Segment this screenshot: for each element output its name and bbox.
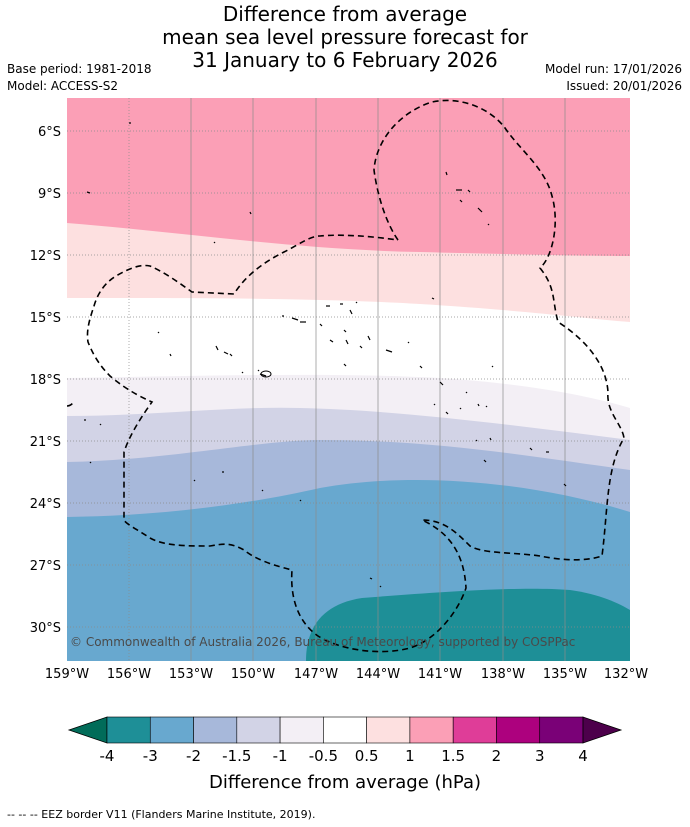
lat-label: 15°S — [30, 311, 61, 326]
island-ring — [260, 370, 272, 378]
colorbar-tick: 1 — [405, 747, 415, 765]
colorbar-label: Difference from average (hPa) — [209, 772, 481, 793]
colorbar-cell — [323, 716, 367, 744]
band-minus-3-to-minus-4 — [306, 588, 630, 661]
colorbar-tick: 2 — [492, 747, 502, 765]
lon-label: 147°W — [294, 667, 338, 682]
colorbar-cell — [452, 716, 497, 744]
model-name: Model: ACCESS-S2 — [7, 79, 119, 93]
lat-label: 18°S — [30, 373, 61, 388]
lon-label: 144°W — [356, 667, 400, 682]
lon-label: 132°W — [604, 667, 648, 682]
lon-label: 159°W — [45, 667, 89, 682]
title-line-3: 31 January to 6 February 2026 — [192, 48, 498, 72]
colorbar-cell — [496, 716, 541, 744]
eez-border — [67, 99, 625, 653]
lat-label: 21°S — [30, 435, 61, 450]
anomaly-field: © Commonwealth of Australia 2026, Bureau… — [67, 98, 630, 661]
lon-label: 153°W — [169, 667, 213, 682]
graticule — [67, 98, 630, 661]
colorbar-tick: -0.5 — [309, 747, 338, 765]
lat-label: 9°S — [38, 187, 61, 202]
colorbar: -4 -3 -2 -1.5 -1 -0.5 0.5 1 1.5 2 3 4 Difference fr… — [67, 716, 623, 793]
issued-date: Issued: 20/01/2026 — [566, 79, 682, 93]
colorbar-cell — [193, 716, 238, 744]
colorbar-extend-high — [582, 716, 623, 744]
colorbar-cell — [106, 716, 151, 744]
eez-pitcairn — [67, 401, 75, 407]
colorbar-tick: 1.5 — [441, 747, 465, 765]
colorbar-cell — [236, 716, 281, 744]
lon-label: 135°W — [543, 667, 587, 682]
lat-label: 6°S — [38, 125, 61, 140]
model-run: Model run: 17/01/2026 — [544, 62, 682, 76]
lon-label: 150°W — [231, 667, 275, 682]
colorbar-cell — [539, 716, 584, 744]
colorbar-cell — [279, 716, 324, 744]
colorbar-cell — [366, 716, 411, 744]
lat-label: 12°S — [30, 249, 61, 264]
colorbar-tick: 0.5 — [355, 747, 379, 765]
lat-label: 24°S — [30, 497, 61, 512]
eez-marquesas — [86, 99, 625, 653]
colorbar-tick: -4 — [100, 747, 115, 765]
base-period: Base period: 1981-2018 — [7, 62, 152, 76]
map-credit: © Commonwealth of Australia 2026, Bureau… — [70, 635, 575, 649]
colorbar-tick: 4 — [578, 747, 588, 765]
lat-label: 27°S — [30, 559, 61, 574]
colorbar-tick: -1.5 — [222, 747, 251, 765]
colorbar-extend-low — [67, 716, 108, 744]
lon-label: 156°W — [107, 667, 151, 682]
lon-label: 141°W — [418, 667, 462, 682]
colorbar-tick: -2 — [186, 747, 201, 765]
colorbar-tick: -3 — [143, 747, 158, 765]
title-line-1: Difference from average — [222, 2, 468, 26]
latitude-labels: 6°S 9°S 12°S 15°S 18°S 21°S 24°S 27°S 30… — [30, 125, 61, 636]
title-line-2: mean sea level pressure forecast for — [162, 25, 528, 49]
colorbar-tick: 3 — [535, 747, 545, 765]
longitude-labels: 159°W 156°W 153°W 150°W 147°W 144°W 141°… — [45, 667, 648, 682]
colorbar-cell — [149, 716, 194, 744]
lon-label: 138°W — [481, 667, 525, 682]
forecast-map: © Commonwealth of Australia 2026, Bureau… — [30, 98, 648, 793]
islands — [84, 122, 567, 588]
eez-footnote: -- -- -- EEZ border V11 (Flanders Marine… — [7, 808, 316, 821]
lat-label: 30°S — [30, 621, 61, 636]
colorbar-cell — [409, 716, 454, 744]
colorbar-tick: -1 — [273, 747, 288, 765]
